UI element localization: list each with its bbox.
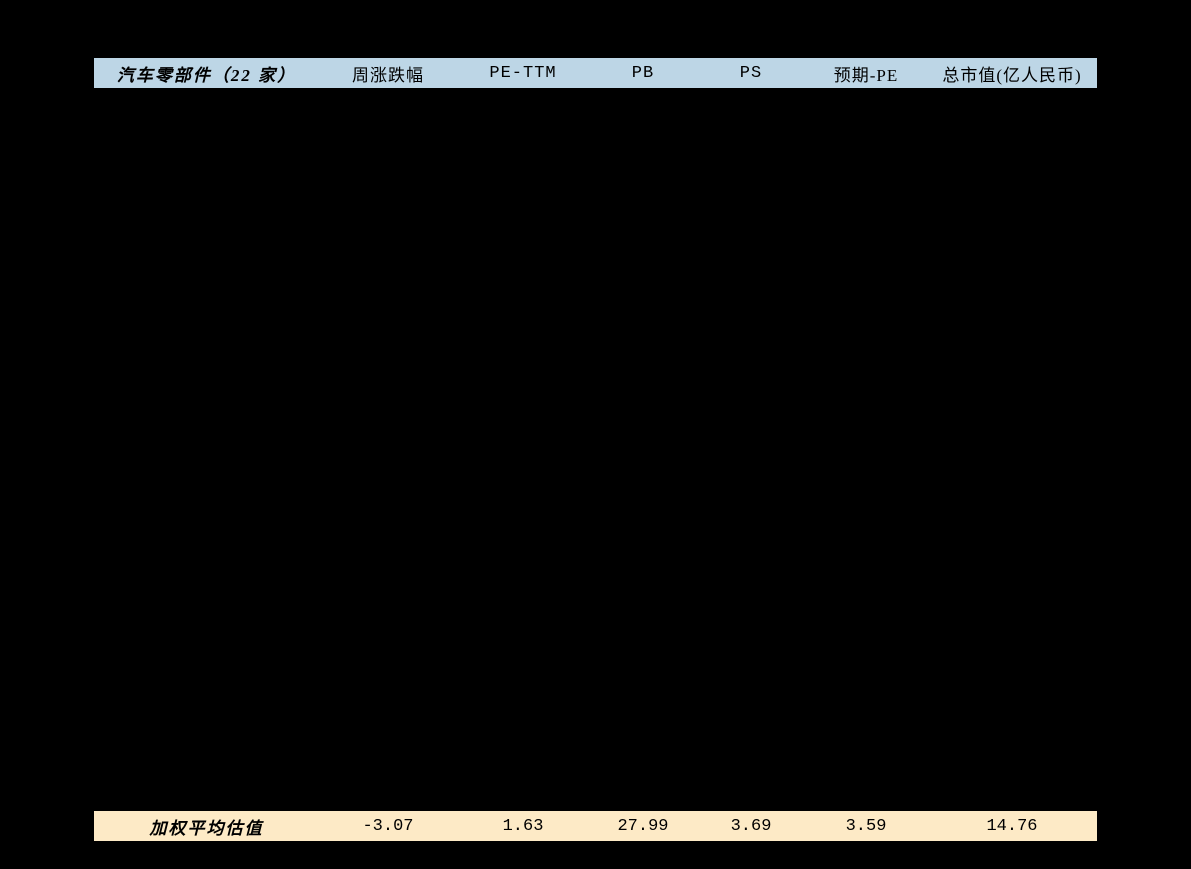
- footer-forward-pe: 3.59: [805, 817, 927, 836]
- header-market-cap: 总市值(亿人民币): [927, 61, 1097, 86]
- footer-ps: 3.69: [697, 817, 805, 836]
- header-pe-ttm: PE-TTM: [457, 64, 589, 83]
- footer-label: 加权平均估值: [94, 814, 319, 839]
- header-company-sector: 汽车零部件（22 家）: [94, 61, 319, 86]
- table-footer-row: 加权平均估值 -3.07 1.63 27.99 3.69 3.59 14.76: [94, 810, 1097, 842]
- footer-pb: 27.99: [589, 817, 697, 836]
- header-forward-pe: 预期-PE: [805, 61, 927, 86]
- header-ps: PS: [697, 64, 805, 83]
- valuation-table: 汽车零部件（22 家） 周涨跌幅 PE-TTM PB PS 预期-PE 总市值(…: [94, 57, 1097, 89]
- footer-pe-ttm: 1.63: [457, 817, 589, 836]
- footer-market-cap: 14.76: [927, 817, 1097, 836]
- header-weekly-change: 周涨跌幅: [319, 61, 457, 86]
- footer-weekly-change: -3.07: [319, 817, 457, 836]
- table-header-row: 汽车零部件（22 家） 周涨跌幅 PE-TTM PB PS 预期-PE 总市值(…: [94, 57, 1097, 89]
- header-pb: PB: [589, 64, 697, 83]
